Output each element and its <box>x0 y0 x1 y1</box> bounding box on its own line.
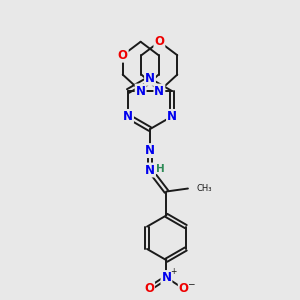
Text: H: H <box>156 164 165 173</box>
Text: N: N <box>154 85 164 98</box>
Text: O: O <box>144 282 154 296</box>
Text: O: O <box>154 35 164 48</box>
Text: N: N <box>161 271 171 284</box>
Text: N: N <box>136 85 146 98</box>
Text: −: − <box>187 279 194 288</box>
Text: O: O <box>118 49 128 62</box>
Text: CH₃: CH₃ <box>196 184 212 193</box>
Text: +: + <box>170 267 176 276</box>
Text: N: N <box>145 164 155 176</box>
Text: N: N <box>145 144 155 157</box>
Text: N: N <box>145 72 155 85</box>
Text: N: N <box>123 110 133 123</box>
Text: N: N <box>167 110 177 123</box>
Text: O: O <box>179 282 189 296</box>
